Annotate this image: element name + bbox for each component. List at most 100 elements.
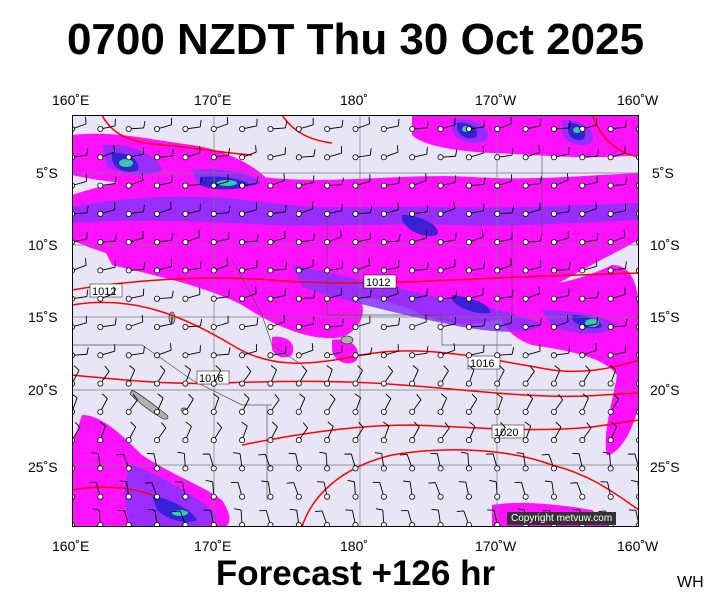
wind-barb — [267, 365, 277, 387]
wind-barb — [437, 422, 450, 444]
wind-barb — [570, 482, 586, 500]
wind-barb — [494, 315, 513, 330]
wind-barb — [182, 318, 203, 330]
wind-barb — [324, 318, 344, 330]
wind-barb — [315, 510, 331, 527]
lat-label-left-20s: 20˚S — [28, 382, 58, 398]
wind-barb — [400, 453, 416, 472]
wind-barb — [607, 203, 627, 217]
wind-barb — [324, 261, 344, 274]
wind-barb — [154, 175, 173, 189]
wind-barb — [437, 316, 457, 330]
wind-barb — [352, 258, 371, 274]
wind-barb — [239, 286, 257, 302]
wind-barb — [516, 452, 529, 472]
wind-barb — [352, 232, 371, 246]
chart-title: 0700 NZDT Thu 30 Oct 2025 — [66, 15, 645, 64]
wind-barb — [352, 174, 371, 189]
wind-barb — [317, 481, 331, 500]
wind-barb — [239, 118, 258, 132]
wind-barb — [409, 288, 428, 302]
wind-barb — [233, 452, 246, 472]
wind-barb — [324, 203, 343, 217]
wind-barb — [409, 421, 420, 444]
wind-barb — [125, 147, 145, 161]
wind-barb — [550, 314, 569, 330]
wind-barb — [494, 347, 514, 359]
wind-barb — [203, 509, 217, 527]
wind-barb — [182, 261, 202, 274]
wind-barb — [409, 231, 428, 246]
wind-barb — [465, 229, 484, 246]
wind-barb — [579, 365, 591, 387]
wind-barb — [154, 343, 172, 359]
forecast-hour: Forecast +126 hr — [215, 554, 496, 593]
wind-barb — [97, 202, 116, 217]
wind-barb — [579, 259, 598, 274]
wind-barb — [154, 233, 174, 246]
wind-barb — [125, 288, 145, 302]
wind-barb — [550, 421, 562, 444]
lon-label-bottom-170w: 170˚W — [475, 538, 517, 554]
wind-barb — [465, 119, 486, 132]
wind-barb — [486, 453, 501, 472]
wind-barb — [295, 316, 315, 330]
wind-barb — [125, 262, 146, 274]
wind-barb — [97, 421, 106, 444]
wind-barb — [125, 231, 144, 246]
wind-barb — [72, 289, 89, 302]
wind-barb — [522, 202, 541, 217]
wind-barb — [116, 453, 132, 472]
wind-barb — [522, 260, 542, 274]
wind-barb — [175, 481, 189, 500]
wind-barb — [352, 205, 373, 217]
wind-barb — [607, 393, 619, 415]
wind-barb — [239, 234, 259, 246]
wind-barb — [125, 346, 145, 359]
weather-map: 1012 1012 1016 1016 1020 — [72, 115, 639, 527]
wind-barb — [324, 146, 343, 161]
lon-label-bottom-160w: 160˚W — [617, 538, 659, 554]
wind-barb — [550, 346, 571, 359]
wind-barb — [267, 314, 285, 330]
wind-barb — [541, 453, 557, 472]
corner-tag: WH — [677, 574, 704, 591]
wind-barb — [550, 365, 561, 387]
wind-barb — [267, 393, 280, 415]
wind-barb — [380, 344, 399, 359]
wind-barb — [72, 315, 87, 330]
wind-barb — [352, 365, 363, 387]
wind-barb — [522, 421, 532, 444]
wind-barb — [324, 365, 333, 387]
wind-barb — [234, 508, 246, 527]
wind-barb — [579, 422, 592, 444]
wind-barb — [372, 481, 387, 500]
wind-barb — [154, 393, 164, 415]
lon-label-bottom-180: 180˚ — [340, 538, 369, 554]
wind-barb — [258, 453, 274, 472]
wind-barb — [125, 120, 146, 132]
wind-barb — [259, 510, 274, 527]
wind-barb — [607, 146, 626, 161]
wind-barb — [380, 421, 390, 444]
wind-barb — [380, 202, 399, 217]
wind-barb — [295, 393, 306, 415]
wind-barb — [352, 148, 372, 161]
wind-barb — [409, 204, 429, 217]
wind-barb — [182, 229, 200, 246]
wind-barb — [210, 232, 230, 246]
wind-barb — [494, 174, 513, 189]
wind-barb — [295, 422, 308, 444]
wind-barb — [239, 317, 259, 330]
wind-barb — [352, 347, 373, 359]
lat-label-left-15s: 15˚S — [28, 309, 58, 325]
wind-barb — [97, 118, 116, 132]
isobar-label-group: 1012 1012 1016 1016 1020 — [89, 274, 525, 439]
wind-barb — [550, 120, 571, 132]
wind-barb — [154, 117, 172, 132]
wind-barb — [465, 421, 476, 444]
wind-barb — [97, 176, 117, 189]
wind-barb — [154, 290, 174, 302]
wind-barb — [437, 201, 456, 217]
wind-barb — [125, 173, 144, 189]
